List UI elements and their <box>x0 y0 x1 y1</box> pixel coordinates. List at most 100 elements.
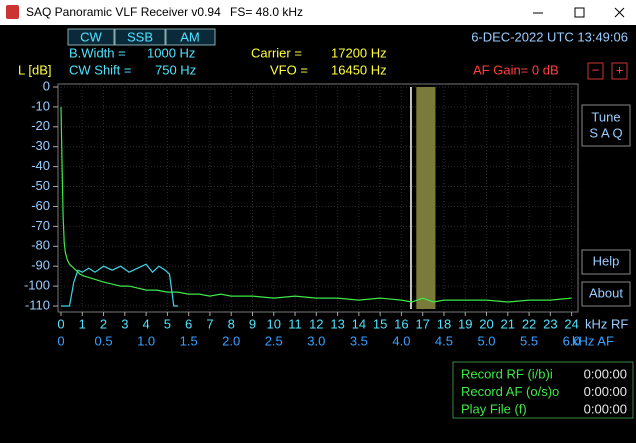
sample-rate: FS= 48.0 kHz <box>230 5 303 19</box>
rf-tick-label: 2 <box>100 316 107 331</box>
rf-unit: kHz RF <box>585 316 628 331</box>
rf-tick-label: 8 <box>228 316 235 331</box>
af-tick-label: 4.5 <box>435 333 453 348</box>
af-tick-label: 0 <box>57 333 64 348</box>
bwidth-value: 1000 Hz <box>147 45 195 60</box>
shift-value: 750 Hz <box>155 62 196 77</box>
af-tick-label: 2.5 <box>265 333 283 348</box>
rf-tick-label: 21 <box>501 316 515 331</box>
af-tick-label: 1.0 <box>137 333 155 348</box>
help-button[interactable] <box>581 249 631 275</box>
gain-minus-label[interactable]: − <box>592 62 600 77</box>
gain-minus-button[interactable] <box>587 62 604 80</box>
af-tick-label: 6.0 <box>563 333 581 348</box>
af-tick-label: 5.0 <box>477 333 495 348</box>
status-panel <box>452 361 634 419</box>
vfo-value: 16450 Hz <box>331 62 387 77</box>
af-unit: kHz AF <box>572 333 614 348</box>
status-label: Play File (f) <box>461 401 527 416</box>
window-title: SAQ Panoramic VLF Receiver v0.94 <box>26 5 221 19</box>
rf-tick-label: 1 <box>79 316 86 331</box>
af-tick-label: 3.0 <box>307 333 325 348</box>
rf-tick-label: 17 <box>415 316 429 331</box>
af-tick-label: 3.5 <box>350 333 368 348</box>
af-tick-label: 2.0 <box>222 333 240 348</box>
about-label[interactable]: About <box>589 285 623 300</box>
mode-buttons: CW SSB AM <box>67 28 216 46</box>
rf-tick-label: 24 <box>564 316 578 331</box>
y-tick-label: -20 <box>31 118 50 133</box>
status-time: 0:00:00 <box>584 384 627 399</box>
rf-tick-label: 18 <box>437 316 451 331</box>
datetime: 6-DEC-2022 UTC 13:49:06 <box>471 29 628 44</box>
status-label: Record AF (o/s)o <box>461 384 559 399</box>
plot-frame <box>57 83 579 313</box>
close-button[interactable] <box>614 7 625 18</box>
rf-tick-label: 9 <box>249 316 256 331</box>
title-bar <box>0 0 636 25</box>
status-time: 0:00:00 <box>584 401 627 416</box>
mode-button[interactable] <box>114 28 166 46</box>
rf-tick-label: 10 <box>267 316 281 331</box>
rf-tick-label: 7 <box>206 316 213 331</box>
af-tick-label: 1.5 <box>180 333 198 348</box>
rf-tick-label: 20 <box>479 316 493 331</box>
shift-label: CW Shift = <box>69 62 132 77</box>
af-tick-label: 5.5 <box>520 333 538 348</box>
spectrum-trace <box>60 106 572 303</box>
gain-plus-button[interactable] <box>611 62 628 80</box>
maximize-button[interactable] <box>574 7 585 18</box>
vfo-label: VFO = <box>270 62 308 77</box>
mode-label[interactable]: AM <box>180 29 200 44</box>
carrier-label: Carrier = <box>251 45 302 60</box>
rf-tick-label: 11 <box>288 316 302 331</box>
bwidth-label: B.Width = <box>69 45 126 60</box>
status-rows: Record RF (i/b)i 0:00:00 Record AF (o/s)o 0… <box>461 366 627 416</box>
af-tick-label: 0.5 <box>95 333 113 348</box>
help-label[interactable]: Help <box>593 253 620 268</box>
tune-label[interactable]: S A Q <box>589 125 622 140</box>
tune-button[interactable] <box>581 104 631 147</box>
mode-label[interactable]: CW <box>80 29 102 44</box>
app-icon <box>6 5 19 19</box>
y-axis-title: L [dB] <box>18 62 51 77</box>
gain-plus-label[interactable]: + <box>616 62 624 77</box>
y-tick-label: -40 <box>31 158 50 173</box>
rf-tick-label: 16 <box>394 316 408 331</box>
af-tick-label: 4.0 <box>392 333 410 348</box>
about-button[interactable] <box>581 281 631 307</box>
rf-tick-label: 13 <box>330 316 344 331</box>
y-tick-label: -100 <box>24 278 50 293</box>
status-time: 0:00:00 <box>584 366 627 381</box>
af-gain: AF Gain= 0 dB <box>473 62 559 77</box>
rf-tick-label: 4 <box>142 316 149 331</box>
y-tick-label: -10 <box>31 98 50 113</box>
carrier-value: 17200 Hz <box>331 45 387 60</box>
rf-tick-label: 0 <box>57 316 64 331</box>
mode-label[interactable]: SSB <box>127 29 153 44</box>
rf-tick-label: 23 <box>543 316 557 331</box>
tune-label[interactable]: Tune <box>591 109 620 124</box>
rf-tick-label: 3 <box>121 316 128 331</box>
y-tick-label: 0 <box>43 78 50 93</box>
y-tick-label: -70 <box>31 218 50 233</box>
rf-tick-label: 19 <box>458 316 472 331</box>
y-tick-label: -110 <box>25 297 50 312</box>
status-label: Record RF (i/b)i <box>461 366 553 381</box>
mode-button[interactable] <box>165 28 216 46</box>
rf-tick-label: 22 <box>522 316 536 331</box>
y-tick-label: -60 <box>31 198 50 213</box>
rf-tick-label: 5 <box>164 316 171 331</box>
rf-tick-label: 15 <box>373 316 387 331</box>
mode-button[interactable] <box>67 28 115 46</box>
passband <box>416 87 436 309</box>
rf-tick-label: 14 <box>352 316 366 331</box>
y-tick-label: -90 <box>31 258 50 273</box>
y-tick-label: -80 <box>31 238 50 253</box>
y-tick-label: -30 <box>31 138 50 153</box>
rf-tick-label: 6 <box>185 316 192 331</box>
rf-tick-label: 12 <box>309 316 323 331</box>
spectrum-trace <box>61 263 178 307</box>
